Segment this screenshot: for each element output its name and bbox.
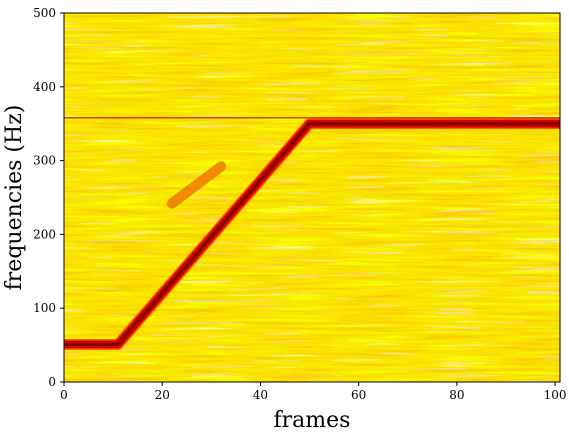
y-tick-label: 500 xyxy=(33,6,56,20)
tone-core xyxy=(64,122,560,346)
axes: 0 20 40 60 80 100 0 100 200 300 400 500 xyxy=(33,6,566,402)
x-tick-label: 20 xyxy=(155,388,170,402)
x-tick-label: 40 xyxy=(253,388,268,402)
x-axis-label: frames xyxy=(274,408,351,432)
y-axis-label: frequencies (Hz) xyxy=(2,105,27,291)
plot-area xyxy=(64,13,560,382)
y-tick-label: 400 xyxy=(33,80,56,94)
y-tick-label: 100 xyxy=(33,301,56,315)
y-tick-label: 300 xyxy=(33,154,56,168)
x-tick-label: 60 xyxy=(351,388,366,402)
x-tick-label: 100 xyxy=(544,388,567,402)
artifact-line xyxy=(166,161,227,209)
y-tick-label: 200 xyxy=(33,227,56,241)
spectrogram-noise xyxy=(64,13,560,382)
plot-frame xyxy=(63,12,561,383)
y-tick-label: 0 xyxy=(48,375,56,389)
x-tick-label: 80 xyxy=(449,388,464,402)
x-tick-label: 0 xyxy=(60,388,68,402)
